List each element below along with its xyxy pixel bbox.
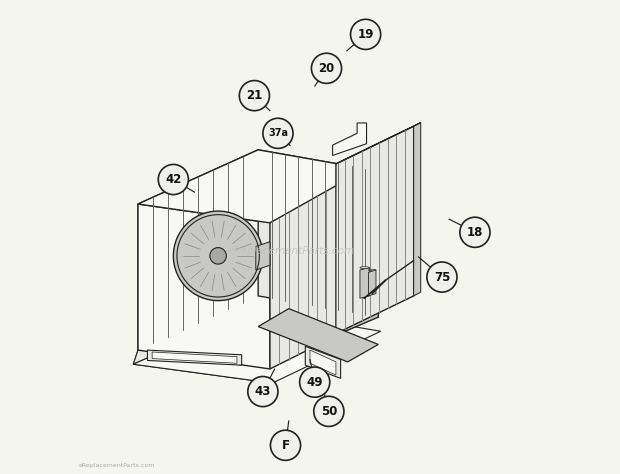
Polygon shape <box>133 350 272 383</box>
Polygon shape <box>133 310 381 383</box>
Text: 21: 21 <box>246 89 262 102</box>
Circle shape <box>299 367 330 397</box>
Polygon shape <box>332 123 366 155</box>
Polygon shape <box>133 296 258 364</box>
Polygon shape <box>138 150 378 223</box>
Polygon shape <box>360 268 370 298</box>
Text: 37a: 37a <box>268 128 288 138</box>
Polygon shape <box>345 171 378 331</box>
Text: 75: 75 <box>434 271 450 283</box>
Polygon shape <box>270 181 345 369</box>
Text: 20: 20 <box>318 62 335 75</box>
Circle shape <box>460 217 490 247</box>
Text: 43: 43 <box>255 385 271 398</box>
Ellipse shape <box>210 247 226 264</box>
Circle shape <box>350 19 381 49</box>
Circle shape <box>270 430 301 460</box>
Polygon shape <box>152 352 237 363</box>
Polygon shape <box>310 350 336 375</box>
Polygon shape <box>256 242 270 270</box>
Text: 42: 42 <box>165 173 182 186</box>
Polygon shape <box>336 122 421 164</box>
Text: F: F <box>281 439 290 452</box>
Ellipse shape <box>174 211 263 301</box>
Text: 50: 50 <box>321 405 337 418</box>
Text: 19: 19 <box>357 28 374 41</box>
Polygon shape <box>305 346 340 378</box>
Polygon shape <box>258 309 378 362</box>
Circle shape <box>158 164 188 195</box>
Circle shape <box>263 118 293 148</box>
Circle shape <box>427 262 457 292</box>
Text: eReplacementParts.com: eReplacementParts.com <box>228 246 355 256</box>
Polygon shape <box>336 126 414 334</box>
Polygon shape <box>414 122 421 296</box>
Text: 49: 49 <box>306 375 323 389</box>
Text: eReplacementParts.com: eReplacementParts.com <box>78 463 154 468</box>
Circle shape <box>248 376 278 407</box>
Polygon shape <box>138 150 258 350</box>
Ellipse shape <box>360 267 370 269</box>
Circle shape <box>239 81 270 111</box>
Ellipse shape <box>368 269 376 271</box>
Polygon shape <box>138 204 270 369</box>
Circle shape <box>314 396 344 427</box>
Circle shape <box>311 53 342 83</box>
Polygon shape <box>368 270 376 296</box>
Text: 18: 18 <box>467 226 483 239</box>
Polygon shape <box>258 150 378 317</box>
Polygon shape <box>148 350 242 365</box>
